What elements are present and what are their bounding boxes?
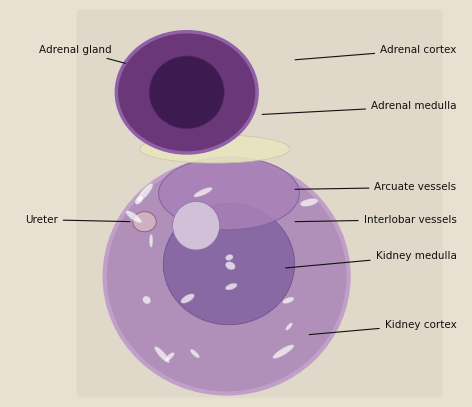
- Ellipse shape: [149, 234, 153, 247]
- Text: Adrenal medulla: Adrenal medulla: [262, 101, 456, 114]
- Ellipse shape: [226, 262, 235, 270]
- Ellipse shape: [300, 199, 318, 206]
- Circle shape: [133, 212, 156, 232]
- Ellipse shape: [165, 352, 174, 361]
- Ellipse shape: [173, 201, 219, 250]
- Text: Ureter: Ureter: [25, 214, 130, 225]
- Text: Arcuate vessels: Arcuate vessels: [295, 182, 456, 193]
- Ellipse shape: [190, 349, 200, 358]
- Text: Kidney cortex: Kidney cortex: [309, 320, 456, 335]
- Ellipse shape: [181, 294, 194, 303]
- Ellipse shape: [105, 159, 349, 394]
- Ellipse shape: [286, 323, 293, 330]
- Ellipse shape: [149, 56, 224, 129]
- Text: Interlobar vessels: Interlobar vessels: [295, 214, 456, 225]
- Ellipse shape: [140, 135, 290, 163]
- Ellipse shape: [159, 157, 299, 230]
- Text: Adrenal gland: Adrenal gland: [39, 45, 126, 63]
- Ellipse shape: [117, 32, 257, 153]
- FancyBboxPatch shape: [76, 9, 442, 398]
- Ellipse shape: [226, 254, 233, 260]
- Ellipse shape: [135, 195, 143, 204]
- Text: Kidney medulla: Kidney medulla: [286, 251, 456, 268]
- Ellipse shape: [163, 204, 295, 325]
- Ellipse shape: [283, 297, 294, 304]
- Ellipse shape: [126, 211, 142, 223]
- Ellipse shape: [143, 296, 151, 304]
- Ellipse shape: [137, 184, 153, 201]
- Ellipse shape: [273, 345, 294, 359]
- Text: Adrenal cortex: Adrenal cortex: [295, 45, 456, 60]
- Ellipse shape: [154, 346, 169, 363]
- Ellipse shape: [226, 283, 237, 290]
- Ellipse shape: [194, 188, 212, 197]
